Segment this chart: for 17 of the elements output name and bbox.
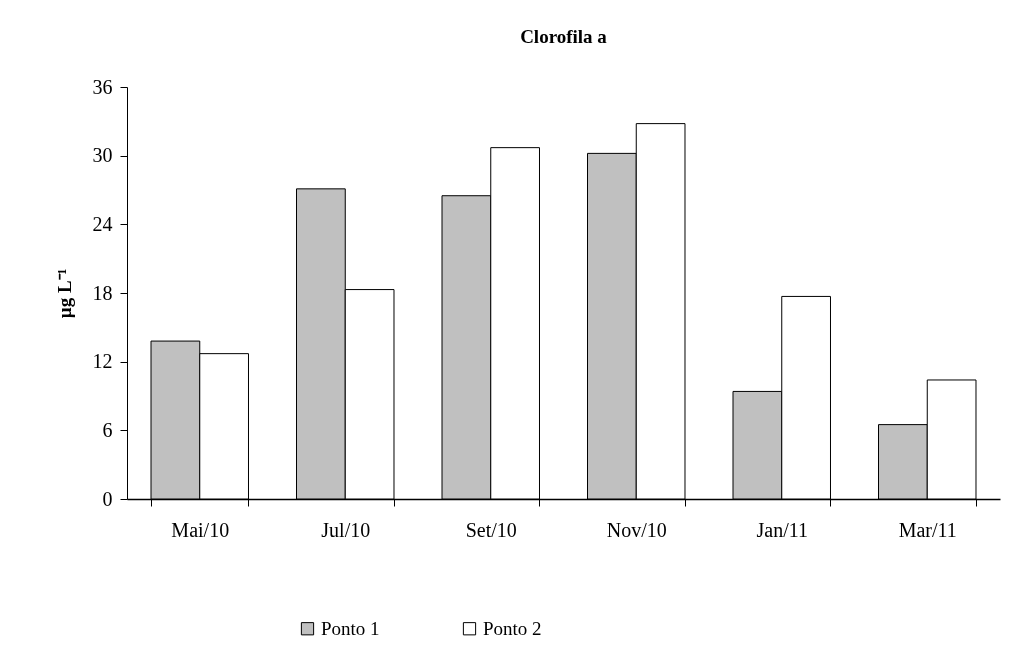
x-tick-label: Nov/10 <box>606 518 667 541</box>
chart-title: Clorofila a <box>520 26 608 47</box>
y-tick-label: 30 <box>92 144 113 167</box>
x-tick-label: Mar/11 <box>898 518 957 541</box>
x-tick-label: Jul/10 <box>321 518 371 541</box>
y-tick-label: 12 <box>92 350 113 373</box>
x-tick-label: Set/10 <box>465 518 517 541</box>
y-tick-label: 0 <box>102 487 113 510</box>
legend-label: Ponto 1 <box>321 617 380 639</box>
y-tick-label: 36 <box>92 75 113 98</box>
y-tick-label: 24 <box>92 212 113 235</box>
x-tick-label: Mai/10 <box>171 518 230 541</box>
y-tick-label: 18 <box>92 281 113 304</box>
y-tick-label: 6 <box>102 418 113 441</box>
y-axis-title: µg L⁻¹ <box>53 268 75 319</box>
x-tick-label: Jan/11 <box>756 518 808 541</box>
legend-label: Ponto 2 <box>483 617 542 639</box>
